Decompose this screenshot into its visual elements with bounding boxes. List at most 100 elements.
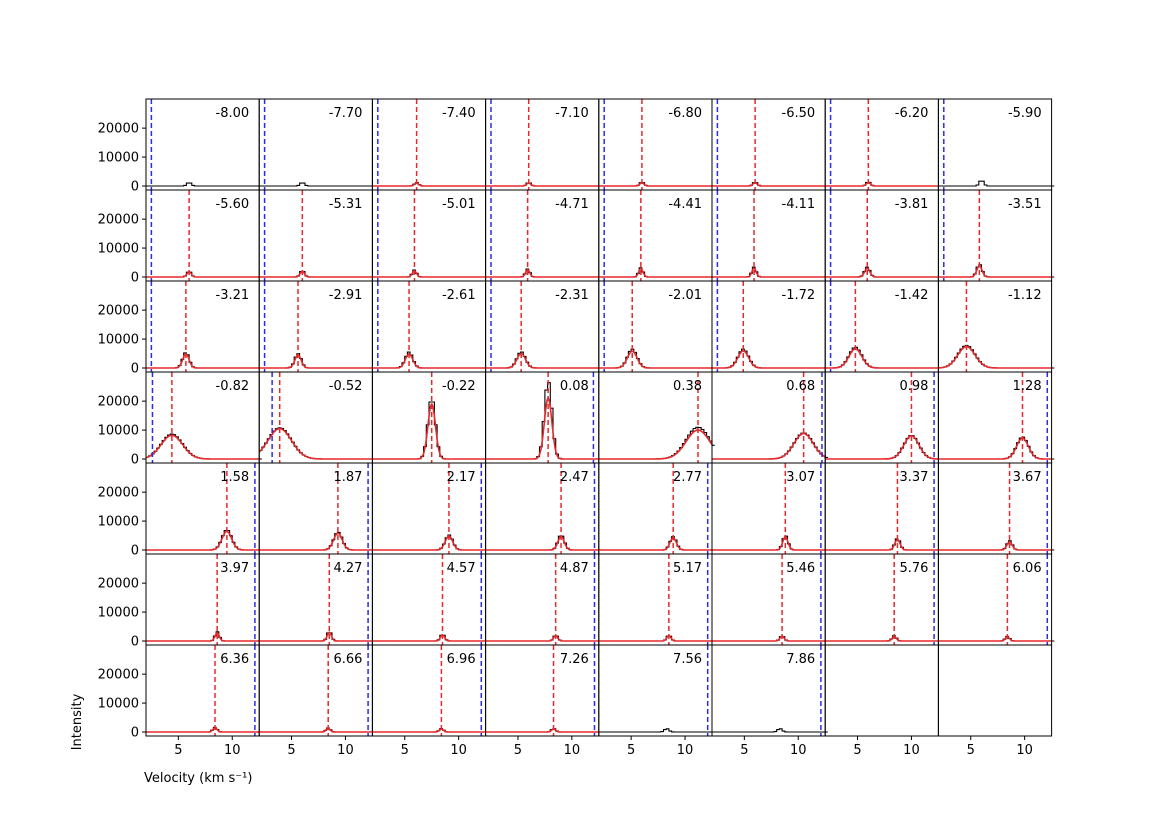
gaussian-fit-line	[259, 354, 373, 369]
panel-offset-label: 6.66	[333, 652, 362, 667]
panel-offset-label: 4.57	[447, 561, 476, 576]
gaussian-fit-line	[598, 350, 712, 369]
panel-offset-label: 0.68	[786, 379, 815, 394]
panel-offset-label: -7.70	[329, 106, 363, 121]
panel-25: -0.52	[258, 371, 376, 464]
y-tick-label: 20000	[98, 213, 139, 228]
panel-7: -5.90	[937, 98, 1055, 191]
panel-24: -0.82 0 10000 20000	[98, 371, 262, 468]
panel-11: -4.71	[485, 189, 602, 282]
panel-55: 5 10	[937, 644, 1053, 758]
gaussian-fit-line	[259, 631, 373, 642]
panel-offset-label: 3.07	[786, 470, 815, 485]
y-tick-label: 10000	[98, 242, 139, 257]
panel-offset-label: 6.36	[220, 652, 249, 667]
gaussian-fit-line	[485, 352, 599, 369]
y-tick-label: 20000	[98, 395, 139, 410]
panel-offset-label: 4.87	[560, 561, 589, 576]
panel-offset-label: 5.46	[786, 561, 815, 576]
y-tick-label: 0	[131, 362, 139, 377]
gaussian-fit-line	[712, 181, 826, 187]
panel-offset-label: 5.17	[673, 561, 702, 576]
y-tick-label: 20000	[98, 304, 139, 319]
panel-17: -2.91	[258, 280, 376, 373]
y-tick-label: 10000	[98, 424, 139, 439]
panel-offset-label: -4.41	[668, 197, 702, 212]
gaussian-fit-line	[712, 267, 826, 278]
panel-offset-label: 2.17	[447, 470, 476, 485]
panel-41: 4.27	[258, 553, 376, 646]
panel-offset-label: 7.26	[560, 652, 589, 667]
panel-0: -8.00 0 10000 20000	[98, 98, 262, 195]
x-tick-label: 10	[450, 743, 467, 758]
x-tick-label: 10	[337, 743, 354, 758]
y-tick-label: 10000	[98, 333, 139, 348]
panel-offset-label: 4.27	[333, 561, 362, 576]
panel-offset-label: 0.98	[899, 379, 928, 394]
gaussian-fit-line	[485, 634, 599, 642]
panel-offset-label: 3.97	[220, 561, 249, 576]
x-tick-label: 10	[677, 743, 694, 758]
panel-offset-label: -5.31	[329, 197, 363, 212]
panel-offset-label: 7.86	[786, 652, 815, 667]
gaussian-fit-line	[712, 635, 826, 642]
y-tick-label: 0	[131, 271, 139, 286]
gaussian-fit-line	[825, 267, 939, 278]
gaussian-fit-line	[485, 535, 599, 551]
panel-23: -1.12	[937, 280, 1055, 373]
panel-50: 6.96 5 10	[371, 644, 489, 758]
x-tick-label: 10	[1016, 743, 1033, 758]
x-tick-label: 5	[514, 743, 522, 758]
panel-offset-label: -7.10	[555, 106, 589, 121]
spectrum-line	[146, 182, 262, 187]
y-tick-label: 0	[131, 180, 139, 195]
panel-48: 6.36 0 10000 20000 5 10	[98, 644, 262, 758]
gaussian-fit-line	[825, 435, 939, 460]
y-tick-label: 10000	[98, 606, 139, 621]
panel-13: -4.11	[711, 189, 828, 282]
panel-offset-label: -1.72	[782, 288, 816, 303]
panel-offset-label: -8.00	[216, 106, 250, 121]
y-tick-label: 10000	[98, 515, 139, 530]
gaussian-fit-line	[825, 348, 939, 369]
panel-offset-label: -3.21	[216, 288, 250, 303]
x-tick-label: 5	[853, 743, 861, 758]
panel-offset-label: 1.87	[333, 470, 362, 485]
panel-offset-label: -3.81	[895, 197, 929, 212]
gaussian-fit-line	[259, 727, 373, 733]
panel-offset-label: -1.42	[895, 288, 929, 303]
panel-offset-label: -2.01	[668, 288, 702, 303]
spectrum-line	[712, 728, 828, 733]
gaussian-fit-line	[712, 350, 826, 369]
gaussian-fit-line	[712, 432, 826, 460]
y-tick-label: 0	[131, 544, 139, 559]
gaussian-fit-line	[938, 265, 1052, 278]
panel-offset-label: -6.80	[668, 106, 702, 121]
panel-offset-label: 7.56	[673, 652, 702, 667]
panel-offset-label: 1.28	[1013, 379, 1042, 394]
x-tick-label: 5	[174, 743, 182, 758]
y-tick-label: 20000	[98, 577, 139, 592]
panel-offset-label: -5.60	[216, 197, 250, 212]
panel-offset-label: -5.90	[1008, 106, 1042, 121]
panel-offset-label: -6.50	[782, 106, 816, 121]
gaussian-fit-line	[146, 353, 260, 369]
y-tick-label: 10000	[98, 151, 139, 166]
panel-offset-label: -0.82	[216, 379, 250, 394]
y-tick-label: 0	[131, 635, 139, 650]
gaussian-fit-line	[372, 182, 486, 187]
panel-offset-label: -2.61	[442, 288, 476, 303]
x-tick-label: 10	[224, 743, 241, 758]
gaussian-fit-line	[258, 427, 373, 460]
gaussian-fit-line	[938, 636, 1052, 642]
panel-32: 1.58 0 10000 20000	[98, 462, 262, 559]
panel-offset-label: -1.12	[1008, 288, 1042, 303]
y-tick-label: 0	[131, 726, 139, 741]
panel-offset-label: 2.47	[560, 470, 589, 485]
gaussian-fit-line	[146, 530, 260, 551]
panel-offset-label: 6.96	[447, 652, 476, 667]
panel-22: -1.42	[824, 280, 942, 373]
panel-offset-label: -2.91	[329, 288, 363, 303]
